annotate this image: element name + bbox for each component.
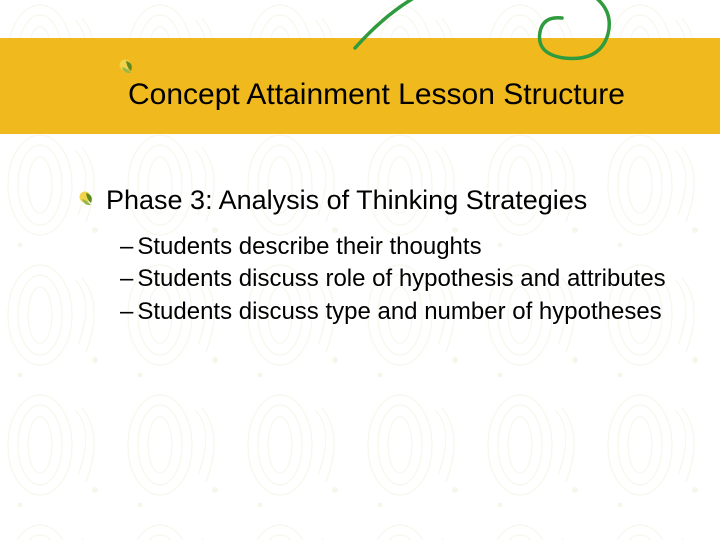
swirl-decoration bbox=[350, 0, 630, 80]
list-item-text: Students describe their thoughts bbox=[137, 233, 481, 260]
leaf-bullet-icon bbox=[78, 190, 96, 208]
content-area: Phase 3: Analysis of Thinking Strategies… bbox=[78, 184, 680, 330]
slide-title: Concept Attainment Lesson Structure bbox=[128, 78, 625, 112]
phase-heading: Phase 3: Analysis of Thinking Strategies bbox=[106, 184, 587, 218]
list-item: –Students describe their thoughts bbox=[120, 232, 680, 263]
sub-list: –Students describe their thoughts –Stude… bbox=[120, 232, 680, 328]
title-bullet-icon bbox=[118, 58, 136, 76]
list-item: –Students discuss role of hypothesis and… bbox=[120, 264, 680, 295]
phase-row: Phase 3: Analysis of Thinking Strategies bbox=[78, 184, 680, 218]
list-item-text: Students discuss role of hypothesis and … bbox=[137, 265, 665, 292]
list-item: –Students discuss type and number of hyp… bbox=[120, 297, 680, 328]
list-item-text: Students discuss type and number of hypo… bbox=[137, 298, 661, 325]
